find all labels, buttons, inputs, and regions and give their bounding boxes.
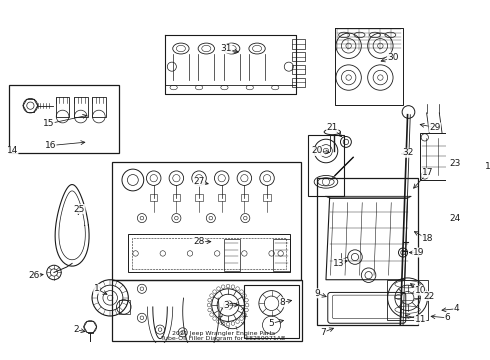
Text: 1: 1 — [94, 284, 99, 293]
Text: 9: 9 — [314, 289, 320, 298]
Bar — [92, 96, 106, 117]
Text: 14: 14 — [6, 147, 18, 156]
Text: 3: 3 — [223, 301, 229, 310]
Text: 17: 17 — [422, 168, 433, 177]
Text: 5: 5 — [269, 319, 274, 328]
Bar — [245, 285, 299, 338]
Bar — [317, 178, 418, 325]
Bar — [292, 40, 305, 49]
Text: 6: 6 — [444, 313, 450, 322]
Bar — [74, 96, 88, 117]
Bar — [273, 239, 290, 271]
Text: 31: 31 — [220, 44, 232, 53]
Text: 12: 12 — [485, 162, 490, 171]
Text: 23: 23 — [449, 159, 461, 168]
Bar — [196, 194, 203, 201]
Bar — [223, 239, 240, 271]
Bar — [112, 162, 300, 280]
Text: 21: 21 — [327, 123, 338, 132]
Text: 24: 24 — [449, 213, 460, 222]
Text: 7: 7 — [320, 328, 326, 337]
Text: 22: 22 — [424, 292, 435, 301]
Text: 19: 19 — [413, 248, 424, 257]
Bar — [218, 194, 225, 201]
Text: 30: 30 — [387, 53, 399, 62]
Bar — [292, 52, 305, 61]
Bar — [9, 85, 119, 153]
Bar — [112, 280, 302, 341]
Text: 20: 20 — [311, 147, 322, 156]
Bar — [119, 300, 130, 314]
Bar — [150, 194, 157, 201]
Bar — [264, 194, 270, 201]
Text: 26: 26 — [28, 271, 40, 280]
Text: 27: 27 — [194, 177, 205, 186]
Bar — [292, 77, 305, 87]
Text: 16: 16 — [45, 141, 56, 150]
Text: 15: 15 — [43, 119, 54, 128]
Text: 8: 8 — [280, 298, 285, 307]
Text: 13: 13 — [333, 259, 344, 268]
Text: 10: 10 — [415, 286, 426, 295]
Text: 25: 25 — [74, 204, 85, 213]
Bar — [308, 135, 344, 196]
Bar — [128, 234, 290, 273]
Bar — [420, 133, 482, 180]
Text: 4: 4 — [454, 304, 459, 313]
Bar — [173, 194, 180, 201]
Text: 2: 2 — [73, 325, 78, 334]
Text: 2021 Jeep Wrangler Engine Parts
Tube-Oil Filler Diagram for 68259971AB: 2021 Jeep Wrangler Engine Parts Tube-Oil… — [161, 330, 286, 341]
Bar — [241, 194, 248, 201]
Text: 28: 28 — [194, 237, 205, 246]
Bar — [292, 65, 305, 74]
Text: 11: 11 — [415, 315, 426, 324]
Bar — [132, 238, 286, 269]
Bar — [387, 280, 428, 320]
Bar — [56, 96, 70, 117]
Text: 18: 18 — [422, 234, 433, 243]
Text: 29: 29 — [429, 123, 441, 132]
Text: 32: 32 — [402, 148, 413, 157]
